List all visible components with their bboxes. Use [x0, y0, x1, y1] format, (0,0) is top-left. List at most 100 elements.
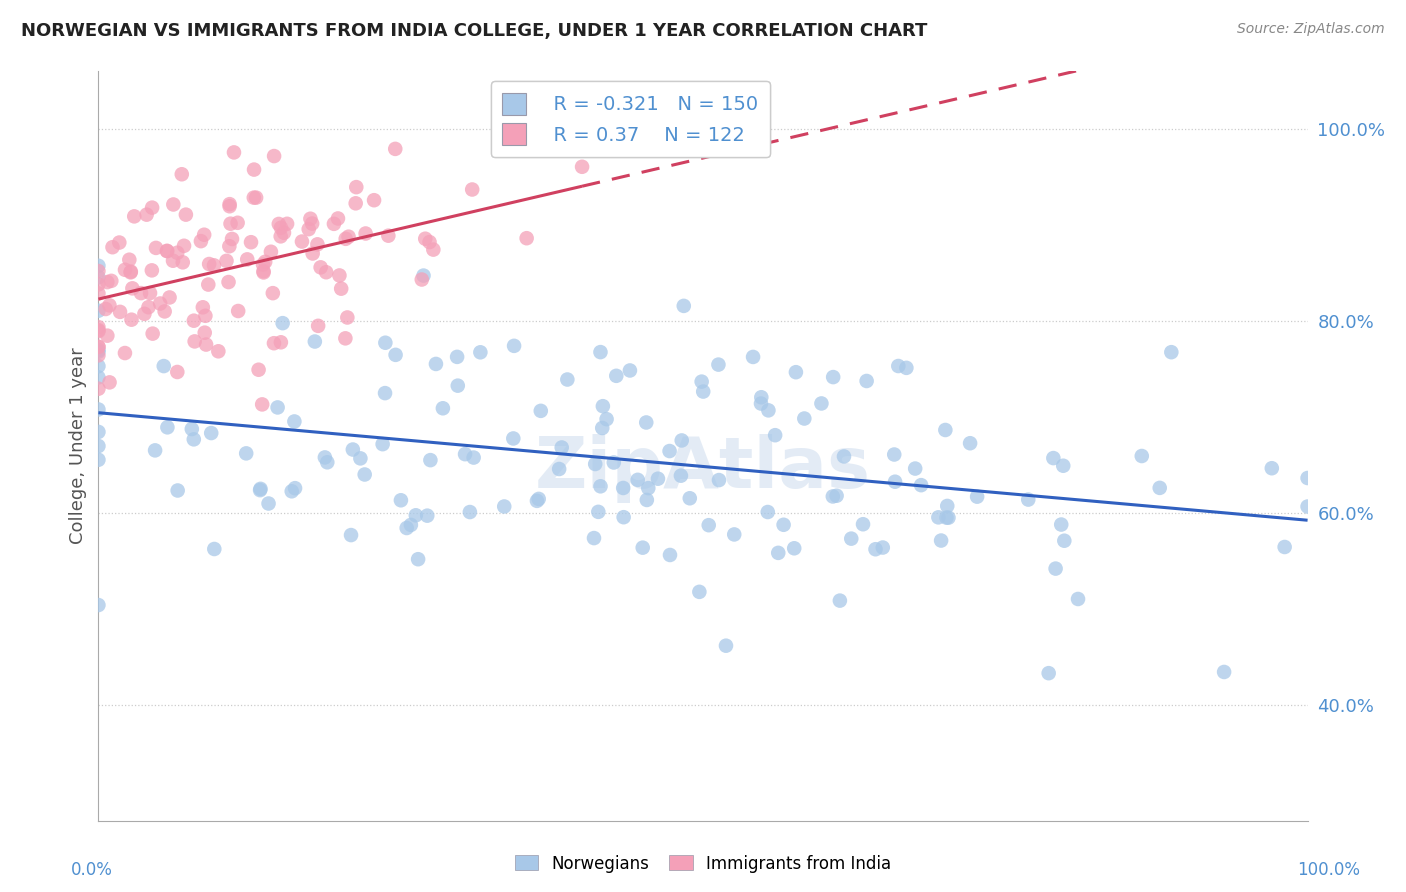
- Point: [129, 286, 152, 301]
- Point: [195, 337, 218, 351]
- Point: [749, 390, 772, 404]
- Point: [446, 350, 468, 364]
- Point: [142, 326, 165, 341]
- Point: [215, 253, 238, 268]
- Point: [363, 193, 385, 207]
- Point: [283, 414, 305, 428]
- Point: [87, 264, 110, 278]
- Point: [1296, 471, 1319, 485]
- Point: [855, 374, 877, 388]
- Point: [156, 244, 179, 258]
- Point: [707, 358, 730, 372]
- Point: [301, 246, 323, 260]
- Point: [772, 517, 794, 532]
- Point: [619, 363, 641, 377]
- Y-axis label: College, Under 1 year: College, Under 1 year: [69, 348, 87, 544]
- Point: [153, 304, 176, 318]
- Point: [342, 442, 364, 457]
- Point: [679, 491, 702, 506]
- Point: [810, 396, 832, 410]
- Point: [419, 235, 441, 249]
- Point: [405, 508, 427, 523]
- Point: [226, 216, 249, 230]
- Point: [412, 268, 434, 283]
- Point: [959, 436, 981, 450]
- Point: [307, 237, 329, 252]
- Point: [671, 434, 693, 448]
- Legend:   R = -0.321   N = 150,   R = 0.37    N = 122: R = -0.321 N = 150, R = 0.37 N = 122: [491, 81, 770, 157]
- Point: [87, 340, 110, 354]
- Point: [692, 384, 714, 399]
- Point: [156, 244, 179, 258]
- Point: [263, 149, 285, 163]
- Point: [257, 496, 280, 510]
- Point: [87, 259, 110, 273]
- Point: [299, 211, 322, 226]
- Point: [149, 296, 172, 310]
- Point: [98, 376, 121, 390]
- Point: [589, 345, 612, 359]
- Point: [304, 334, 326, 349]
- Point: [1045, 561, 1067, 575]
- Point: [377, 228, 399, 243]
- Point: [94, 301, 117, 316]
- Point: [463, 450, 485, 465]
- Point: [825, 489, 848, 503]
- Point: [221, 232, 243, 246]
- Point: [87, 323, 110, 337]
- Point: [87, 270, 110, 285]
- Point: [927, 510, 949, 524]
- Point: [344, 180, 367, 194]
- Point: [247, 363, 270, 377]
- Point: [87, 320, 110, 334]
- Point: [344, 196, 367, 211]
- Point: [627, 473, 650, 487]
- Point: [527, 491, 550, 506]
- Point: [636, 416, 658, 430]
- Point: [266, 401, 288, 415]
- Point: [194, 326, 217, 340]
- Point: [170, 167, 193, 181]
- Point: [395, 521, 418, 535]
- Point: [425, 357, 447, 371]
- Point: [852, 517, 875, 532]
- Point: [936, 499, 959, 513]
- Point: [832, 450, 855, 464]
- Point: [87, 439, 110, 453]
- Point: [1130, 449, 1153, 463]
- Point: [172, 255, 194, 269]
- Point: [108, 235, 131, 250]
- Point: [166, 245, 188, 260]
- Point: [603, 455, 626, 469]
- Point: [353, 467, 375, 482]
- Point: [672, 299, 695, 313]
- Point: [145, 241, 167, 255]
- Point: [101, 240, 124, 254]
- Point: [240, 235, 263, 250]
- Point: [583, 457, 606, 471]
- Point: [756, 505, 779, 519]
- Point: [207, 344, 229, 359]
- Point: [87, 452, 110, 467]
- Point: [636, 492, 658, 507]
- Point: [910, 478, 932, 492]
- Point: [193, 227, 215, 242]
- Point: [262, 286, 284, 301]
- Point: [432, 401, 454, 416]
- Text: Source: ZipAtlas.com: Source: ZipAtlas.com: [1237, 22, 1385, 37]
- Point: [658, 444, 681, 458]
- Point: [174, 208, 197, 222]
- Point: [707, 473, 730, 487]
- Point: [273, 226, 295, 240]
- Point: [270, 335, 292, 350]
- Point: [783, 541, 806, 556]
- Point: [252, 264, 274, 278]
- Point: [896, 360, 918, 375]
- Point: [301, 217, 323, 231]
- Point: [159, 290, 181, 304]
- Legend: Norwegians, Immigrants from India: Norwegians, Immigrants from India: [508, 848, 898, 880]
- Point: [87, 359, 110, 373]
- Point: [315, 265, 337, 279]
- Point: [135, 208, 157, 222]
- Point: [647, 472, 669, 486]
